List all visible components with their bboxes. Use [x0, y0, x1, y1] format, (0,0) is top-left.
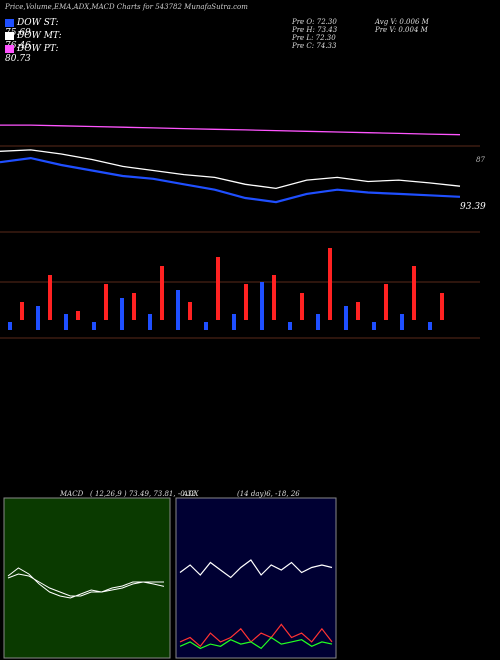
stat-avg-volume: Avg V: 0.006 M: [375, 18, 429, 26]
ema-line-dow-st: [0, 156, 461, 204]
stat-prev-volume: Pre V: 0.004 M: [375, 26, 428, 34]
macd-line-signal: [7, 573, 164, 597]
volume-bar: [372, 322, 376, 330]
volume-bar: [160, 266, 164, 320]
volume-bar: [288, 322, 292, 330]
volume-bar: [260, 282, 264, 330]
volume-bar: [36, 306, 40, 330]
volume-bar: [440, 293, 444, 320]
legend-swatch-icon: [5, 44, 14, 53]
volume-bar: [48, 275, 52, 320]
volume-bar: [188, 302, 192, 320]
adx-line-adx: [179, 636, 333, 650]
macd-panel-params: ( 12,26,9 ) 73.49, 73.81, -0.32: [90, 490, 196, 498]
volume-bar: [92, 322, 96, 330]
macd-panel: [3, 497, 171, 659]
stat-prev-open: Pre O: 72.30: [292, 18, 337, 26]
volume-bar: [232, 314, 236, 330]
stat-prev-high: Pre H: 73.43: [292, 26, 338, 34]
volume-bar: [344, 306, 348, 330]
stat-prev-low: Pre L: 72.30: [292, 34, 336, 42]
volume-bar: [104, 284, 108, 320]
legend-swatch-icon: [5, 31, 14, 40]
legend-label: DOW MT: 76.46: [5, 31, 62, 51]
adx-line-di: [179, 559, 333, 579]
chart-header-title: Price,Volume,EMA,ADX,MACD Charts for 543…: [5, 3, 248, 11]
legend-dow-mt: DOW MT: 76.46: [5, 31, 83, 51]
adx-line-di: [179, 623, 333, 648]
legend-dow-st: DOW ST: 75.69: [5, 18, 83, 38]
volume-bar: [132, 293, 136, 320]
price-axis-label: 87: [476, 156, 485, 164]
volume-bar: [8, 322, 12, 330]
adx-panel-title: ADX: [183, 490, 199, 498]
ema-line-dow-pt: [0, 124, 461, 136]
volume-bar: [316, 314, 320, 330]
adx-panel: [175, 497, 337, 659]
volume-bar: [412, 266, 416, 320]
volume-bar: [64, 314, 68, 330]
volume-bar: [300, 293, 304, 320]
volume-bar: [244, 284, 248, 320]
volume-bar: [356, 302, 360, 320]
volume-bar: [428, 322, 432, 330]
stat-prev-close: Pre C: 74.33: [292, 42, 337, 50]
ema-line-dow-mt: [0, 149, 461, 190]
volume-bar: [120, 298, 124, 330]
volume-bar: [272, 275, 276, 320]
legend-label: DOW PT: 80.73: [5, 44, 59, 64]
macd-panel-title: MACD: [60, 490, 84, 498]
volume-bar: [76, 311, 80, 320]
volume-bar: [328, 248, 332, 320]
legend-swatch-icon: [5, 18, 14, 27]
legend-label: DOW ST: 75.69: [5, 18, 59, 38]
volume-bar: [148, 314, 152, 330]
adx-panel-params: (14 day)6, -18, 26: [237, 490, 300, 498]
volume-bar: [20, 302, 24, 320]
volume-bar: [384, 284, 388, 320]
volume-bar: [216, 257, 220, 320]
legend-dow-pt: DOW PT: 80.73: [5, 44, 83, 64]
last-price-label: 93.39: [460, 202, 486, 212]
volume-bar: [204, 322, 208, 330]
volume-bar: [176, 290, 180, 330]
volume-bar: [400, 314, 404, 330]
